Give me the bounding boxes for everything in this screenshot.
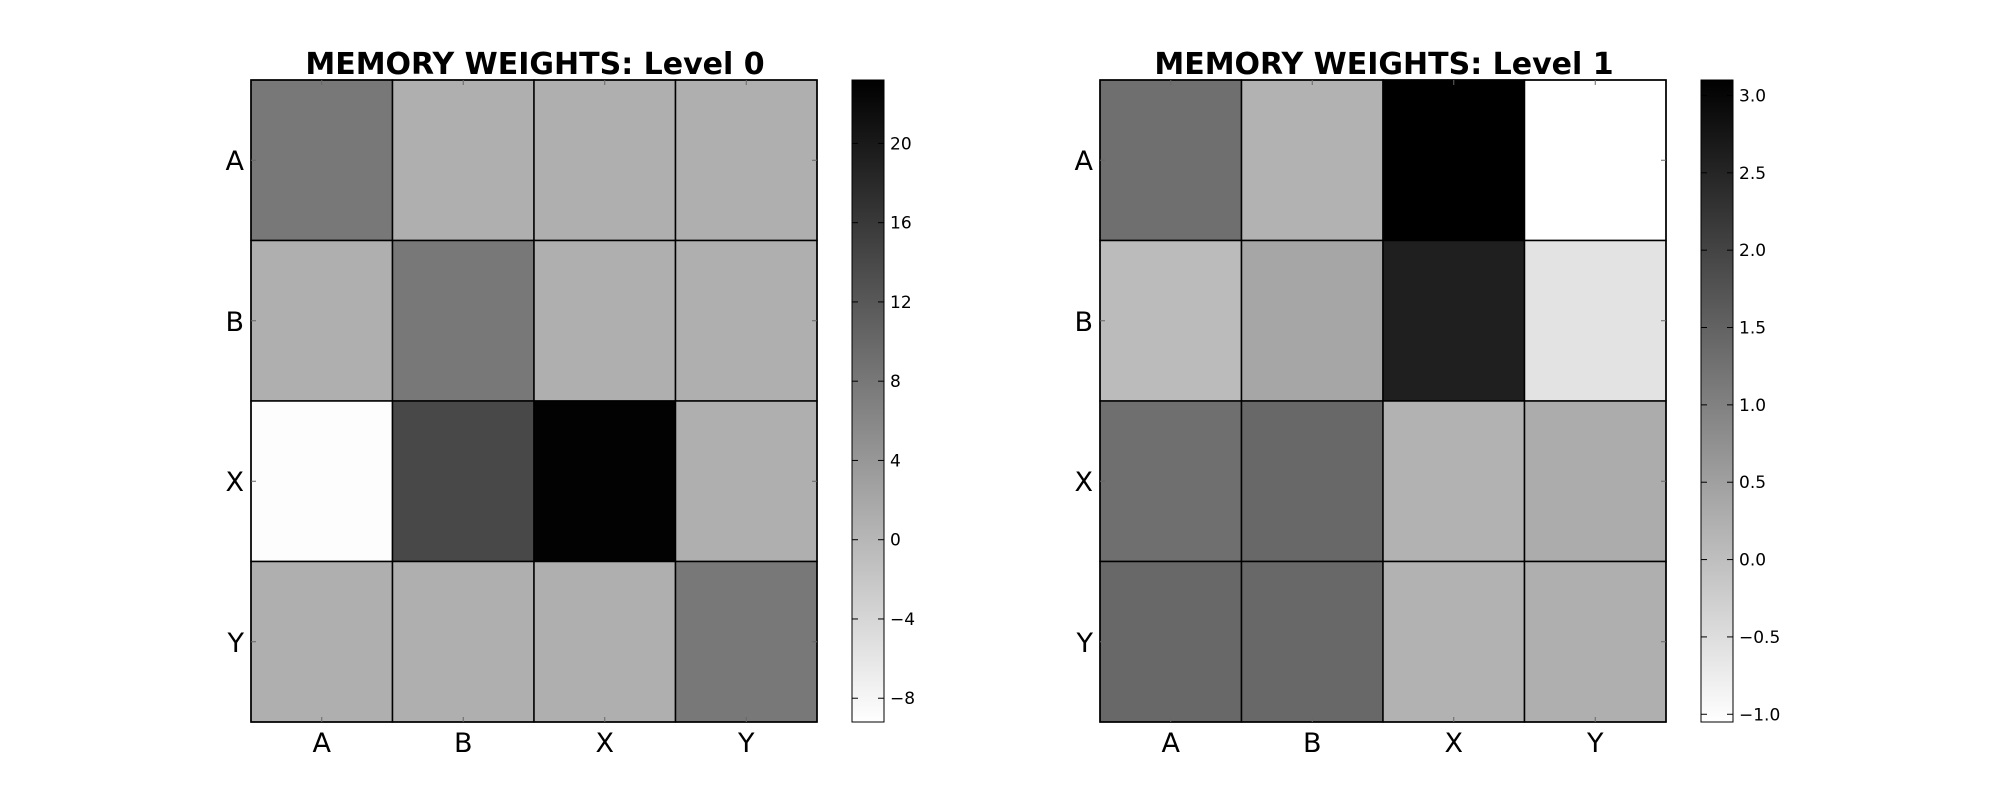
heatmap-cell xyxy=(1240,400,1384,563)
heatmap-panel-level-0: MEMORY WEIGHTS: Level 0 A B X Y A B X Y … xyxy=(225,47,915,759)
y-tick-label: Y xyxy=(1076,628,1094,659)
heatmap-cell xyxy=(391,400,535,563)
heatmap-cell xyxy=(674,239,818,402)
heatmap-cell xyxy=(250,560,394,723)
colorbar-ticks: 3.0 2.5 2.0 1.5 1.0 0.5 0.0 −0.5 −1.0 xyxy=(1701,86,1780,725)
colorbar-tick-label: −8 xyxy=(890,689,915,709)
colorbar-tick-label: 0.0 xyxy=(1739,551,1766,571)
y-tick-label: A xyxy=(226,146,245,177)
heatmap-cell xyxy=(1523,79,1667,242)
colorbar-tick-label: 2.0 xyxy=(1739,241,1766,261)
x-tick-label: B xyxy=(454,728,473,759)
heatmap-cell xyxy=(1099,239,1243,402)
colorbar-gradient xyxy=(1700,79,1734,723)
y-tick-label: B xyxy=(225,307,244,338)
colorbar-tick-label: −1.0 xyxy=(1739,705,1780,725)
heatmap-cell xyxy=(674,79,818,242)
colorbar-tick-label: 8 xyxy=(890,372,901,392)
colorbar-tick-label: 2.5 xyxy=(1739,164,1766,184)
heatmap-cell xyxy=(1382,560,1526,723)
heatmap-cell xyxy=(250,400,394,563)
colorbar-tick-label: −4 xyxy=(890,610,915,630)
colorbar: 3.0 2.5 2.0 1.5 1.0 0.5 0.0 −0.5 −1.0 xyxy=(1700,79,1780,725)
colorbar-ticks: 20 16 12 8 4 0 −4 −8 xyxy=(852,134,915,709)
colorbar-tick-label: 12 xyxy=(890,293,912,313)
colorbar-tick-label: −0.5 xyxy=(1739,628,1780,648)
heatmap-frame xyxy=(250,79,818,723)
y-tick-label: B xyxy=(1074,307,1093,338)
heatmap-cell xyxy=(391,239,535,402)
x-tick-label: B xyxy=(1303,728,1322,759)
x-tick-label: X xyxy=(1445,728,1464,759)
heatmap-cell xyxy=(250,79,394,242)
heatmap-cell xyxy=(1099,79,1243,242)
heatmap-cell xyxy=(1523,400,1667,563)
heatmap-cell xyxy=(1240,560,1384,723)
heatmap-title: MEMORY WEIGHTS: Level 1 xyxy=(1154,47,1613,82)
heatmap-cell xyxy=(391,560,535,723)
y-tick-label: A xyxy=(1075,146,1094,177)
x-tick-label: Y xyxy=(737,728,755,759)
heatmap-cell xyxy=(1382,239,1526,402)
heatmap-cells xyxy=(250,79,818,723)
y-tick-label: X xyxy=(1075,467,1094,498)
colorbar-tick-label: 0 xyxy=(890,531,901,551)
x-tick-label: A xyxy=(1162,728,1181,759)
heatmap-axis-ticks xyxy=(1100,80,1666,722)
colorbar-tick-label: 0.5 xyxy=(1739,473,1766,493)
x-tick-label: Y xyxy=(1586,728,1604,759)
heatmap-cell xyxy=(250,239,394,402)
heatmap-cell xyxy=(1523,560,1667,723)
colorbar-tick-label: 16 xyxy=(890,214,912,234)
colorbar-tick-label: 1.5 xyxy=(1739,319,1766,339)
heatmap-cell xyxy=(533,79,677,242)
heatmap-cell xyxy=(1382,400,1526,563)
colorbar: 20 16 12 8 4 0 −4 −8 xyxy=(851,79,915,723)
heatmap-cell xyxy=(674,560,818,723)
x-tick-label: X xyxy=(596,728,615,759)
y-tick-label: X xyxy=(226,467,245,498)
x-tick-label: A xyxy=(313,728,332,759)
heatmap-cells xyxy=(1099,79,1667,723)
heatmap-frame xyxy=(1099,79,1667,723)
y-tick-label: Y xyxy=(227,628,245,659)
heatmap-cell xyxy=(1240,239,1384,402)
colorbar-tick-label: 20 xyxy=(890,134,912,154)
colorbar-tick-label: 1.0 xyxy=(1739,396,1766,416)
colorbar-tick-label: 4 xyxy=(890,451,901,471)
heatmap-panel-level-1: MEMORY WEIGHTS: Level 1 A B X Y A B X Y … xyxy=(1074,47,1780,759)
heatmap-cell xyxy=(533,239,677,402)
heatmap-cell xyxy=(1099,400,1243,563)
heatmap-cell xyxy=(533,560,677,723)
heatmap-cell xyxy=(1523,239,1667,402)
heatmap-axis-ticks xyxy=(251,80,817,722)
heatmap-cell xyxy=(1382,79,1526,242)
heatmap-cell xyxy=(1240,79,1384,242)
heatmap-cell xyxy=(391,79,535,242)
heatmap-title: MEMORY WEIGHTS: Level 0 xyxy=(305,47,764,82)
colorbar-tick-label: 3.0 xyxy=(1739,86,1766,106)
heatmap-cell xyxy=(674,400,818,563)
heatmap-cell xyxy=(1099,560,1243,723)
colorbar-gradient xyxy=(851,79,885,723)
heatmap-cell xyxy=(533,400,677,563)
